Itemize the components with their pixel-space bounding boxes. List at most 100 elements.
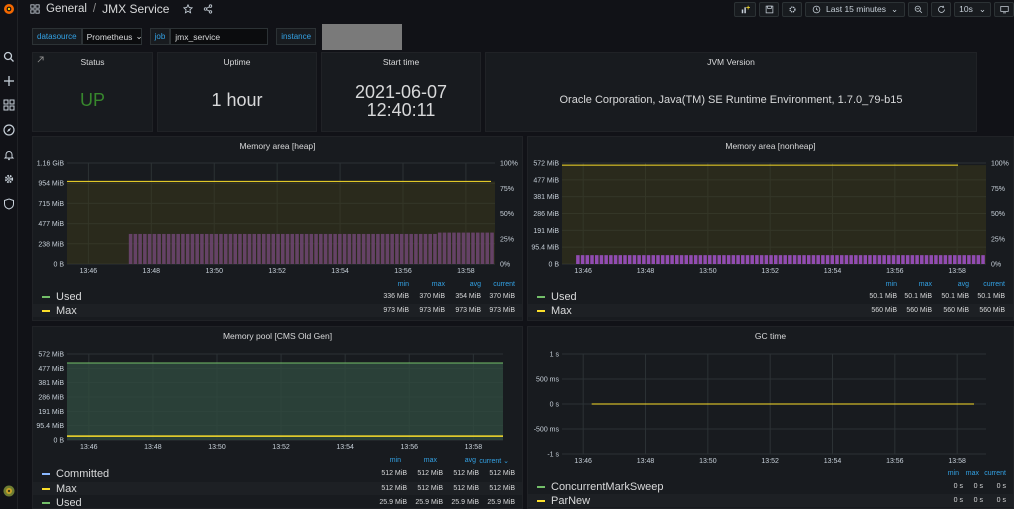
legend-header-max[interactable]: max [431, 281, 445, 288]
used-bar [953, 255, 957, 264]
dashboard-title[interactable]: JMX Service [102, 2, 170, 16]
legend-row[interactable]: Max 512 MiB 512 MiB 512 MiB 512 MiB [33, 482, 522, 495]
y-tick-label: -500 ms [534, 427, 560, 434]
breadcrumb-separator: / [92, 3, 97, 15]
legend-header-max[interactable]: max [965, 470, 979, 477]
refresh-button[interactable] [931, 1, 952, 17]
legend-header-max[interactable]: max [918, 281, 932, 288]
status-value: UP [79, 90, 105, 110]
panel-start-time: Start time 2021-06-07 12:40:11 [321, 52, 481, 132]
used-bar [726, 255, 731, 264]
used-bar [609, 255, 613, 264]
refresh-interval-picker[interactable]: 10s ⌄ [954, 1, 991, 17]
used-bar [981, 255, 985, 264]
legend-min: 512 MiB [381, 470, 407, 477]
legend-row[interactable]: Used 25.9 MiB 25.9 MiB 25.9 MiB 25.9 MiB [33, 496, 522, 509]
alerting-bell-icon[interactable] [1, 147, 17, 163]
plus-icon[interactable] [1, 73, 17, 89]
legend-header-current[interactable]: current [983, 281, 1005, 288]
legend-row[interactable]: Max 973 MiB 973 MiB 973 MiB 973 MiB [33, 304, 522, 317]
save-dashboard-button[interactable] [759, 1, 780, 17]
gear-icon [788, 5, 796, 13]
star-icon[interactable] [183, 4, 194, 14]
x-tick-label: 13:48 [144, 444, 162, 451]
legend-header-avg[interactable]: avg [464, 457, 476, 464]
zoom-out-button[interactable] [908, 1, 929, 17]
y-tick-label: 0 B [548, 262, 559, 269]
legend-current: 50.1 MiB [977, 293, 1005, 300]
legend-swatch [42, 487, 50, 490]
gc-chart[interactable]: 1 s 500 ms 0 s -500 ms -1 s 13:46 13:48 13:50 13… [528, 327, 1014, 509]
dashboards-icon[interactable] [1, 97, 17, 113]
legend-min: 336 MiB [383, 293, 409, 300]
save-icon [765, 5, 773, 13]
legend-min: 973 MiB [383, 307, 409, 314]
legend-row[interactable]: ParNew 0 s 0 s 0 s [528, 494, 1013, 507]
legend-swatch [42, 295, 50, 298]
legend-current: 0 s [996, 483, 1006, 490]
legend-header-current[interactable]: current [493, 281, 515, 288]
time-picker-button[interactable]: Last 15 minutes ⌄ [805, 1, 906, 17]
x-tick-label: 13:54 [336, 444, 354, 451]
used-bar [642, 255, 646, 264]
used-bar [976, 255, 981, 264]
legend-row[interactable]: Used 336 MiB 370 MiB 354 MiB 370 MiB [33, 290, 522, 303]
user-avatar[interactable] [1, 483, 17, 499]
legend-header-min[interactable]: min [885, 281, 897, 288]
explore-compass-icon[interactable] [1, 122, 17, 138]
breadcrumb-folder[interactable]: General [46, 3, 87, 15]
legend-series-name: ConcurrentMarkSweep [551, 480, 664, 493]
gear-icon[interactable] [1, 171, 17, 187]
pool-chart[interactable]: 572 MiB 477 MiB 381 MiB 286 MiB 191 MiB 95.4 … [33, 327, 524, 509]
legend-max: 512 MiB [417, 470, 443, 477]
used-bar [585, 255, 590, 264]
used-bar [580, 255, 585, 264]
x-tick-label: 13:54 [824, 268, 842, 275]
used-bar [576, 255, 580, 264]
variable-input-job[interactable]: jmx_service [170, 28, 269, 45]
used-bar [830, 255, 835, 264]
legend-row[interactable]: Max 560 MiB 560 MiB 560 MiB 560 MiB [528, 304, 1013, 317]
used-bar [689, 255, 693, 264]
variable-input-instance-redacted[interactable] [322, 23, 403, 50]
legend-min: 560 MiB [871, 307, 897, 314]
y-right-tick-label: 100% [500, 161, 518, 168]
add-panel-icon [741, 5, 750, 13]
tv-mode-button[interactable] [994, 1, 1014, 17]
x-tick-label: 13:46 [574, 268, 592, 275]
legend-header-avg[interactable]: avg [957, 281, 969, 288]
x-tick-label: 13:54 [824, 458, 842, 465]
legend-header-min[interactable]: min [397, 281, 409, 288]
used-bar [774, 255, 778, 264]
y-right-tick-label: 75% [991, 186, 1005, 193]
used-bar [877, 255, 882, 264]
legend-header-current[interactable]: current [984, 470, 1006, 477]
panel-jvm-version: JVM Version Oracle Corporation, Java(TM)… [485, 52, 977, 132]
share-icon[interactable] [203, 4, 213, 14]
variable-select-datasource[interactable]: Prometheus ⌄ [81, 28, 143, 45]
legend-header-avg[interactable]: avg [469, 281, 481, 288]
shield-icon[interactable] [1, 196, 17, 212]
legend-row[interactable]: Used 50.1 MiB 50.1 MiB 50.1 MiB 50.1 MiB [528, 290, 1013, 303]
legend-max: 512 MiB [417, 485, 443, 492]
used-bar [788, 255, 792, 264]
add-panel-button[interactable] [734, 1, 757, 17]
used-bar [962, 255, 966, 264]
search-icon[interactable] [1, 49, 17, 65]
legend-max: 973 MiB [419, 307, 445, 314]
y-tick-label: 477 MiB [38, 366, 64, 373]
legend-row[interactable]: Committed 512 MiB 512 MiB 512 MiB 512 Mi… [33, 467, 522, 480]
legend-series-name: Used [551, 290, 577, 303]
legend-header-min[interactable]: min [389, 457, 401, 464]
heap-chart[interactable]: 1.16 GiB 954 MiB 715 MiB 477 MiB 238 MiB 0 B 1… [33, 137, 524, 322]
used-bar [943, 255, 948, 264]
used-bar [854, 255, 858, 264]
legend-row[interactable]: ConcurrentMarkSweep 0 s 0 s 0 s [528, 480, 1013, 493]
dashboard-settings-button[interactable] [782, 1, 803, 17]
legend-header-current[interactable]: current ⌄ [479, 458, 509, 465]
legend-header-min[interactable]: min [947, 470, 959, 477]
grafana-logo-icon[interactable] [1, 1, 17, 17]
legend-header-max[interactable]: max [423, 457, 437, 464]
panel-link-icon[interactable] [37, 56, 44, 63]
nonheap-chart[interactable]: 572 MiB 477 MiB 381 MiB 286 MiB 191 MiB 95.4 … [528, 137, 1014, 322]
